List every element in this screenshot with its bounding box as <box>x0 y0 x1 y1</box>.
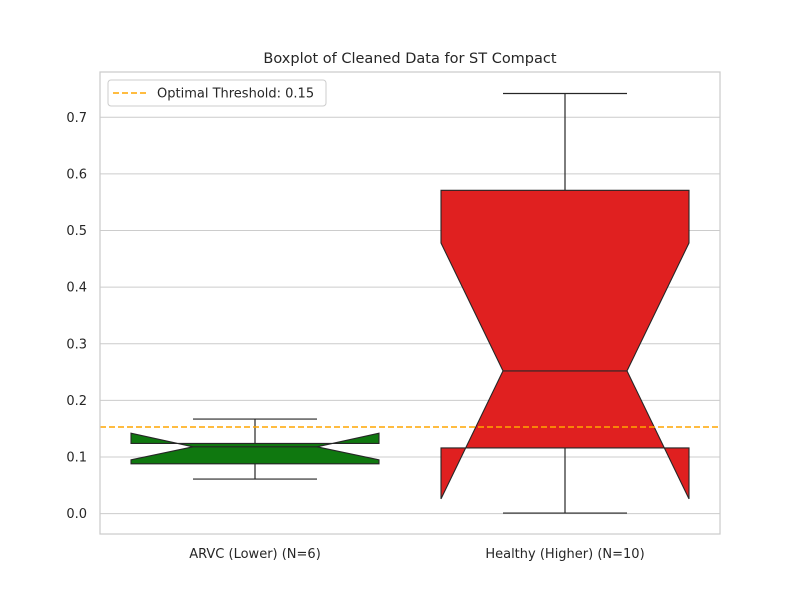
box-0 <box>130 418 380 480</box>
y-tick-label: 0.1 <box>66 451 87 466</box>
box-body <box>130 432 380 465</box>
legend: Optimal Threshold: 0.15 <box>107 79 327 107</box>
box-1 <box>440 92 690 514</box>
y-tick-label: 0.5 <box>66 224 87 239</box>
y-tick-label: 0.2 <box>66 394 87 409</box>
y-tick-label: 0.4 <box>66 281 87 296</box>
y-tick-label: 0.7 <box>66 111 87 126</box>
y-tick-label: 0.0 <box>66 507 87 522</box>
x-tick-label: ARVC (Lower) (N=6) <box>189 547 321 562</box>
legend-label-threshold: Optimal Threshold: 0.15 <box>157 87 314 102</box>
boxes <box>130 92 690 514</box>
x-tick-labels: ARVC (Lower) (N=6) Healthy (Higher) (N=10… <box>189 547 644 562</box>
chart-title: Boxplot of Cleaned Data for ST Compact <box>263 51 556 67</box>
legend-box <box>107 79 327 107</box>
y-tick-labels: 0.0 0.1 0.2 0.3 0.4 0.5 0.6 0.7 <box>66 111 87 522</box>
plot-frame <box>99 71 721 535</box>
box-body <box>440 189 690 500</box>
y-tick-label: 0.3 <box>66 337 87 352</box>
y-tick-label: 0.6 <box>66 167 87 182</box>
x-tick-label: Healthy (Higher) (N=10) <box>485 547 644 562</box>
